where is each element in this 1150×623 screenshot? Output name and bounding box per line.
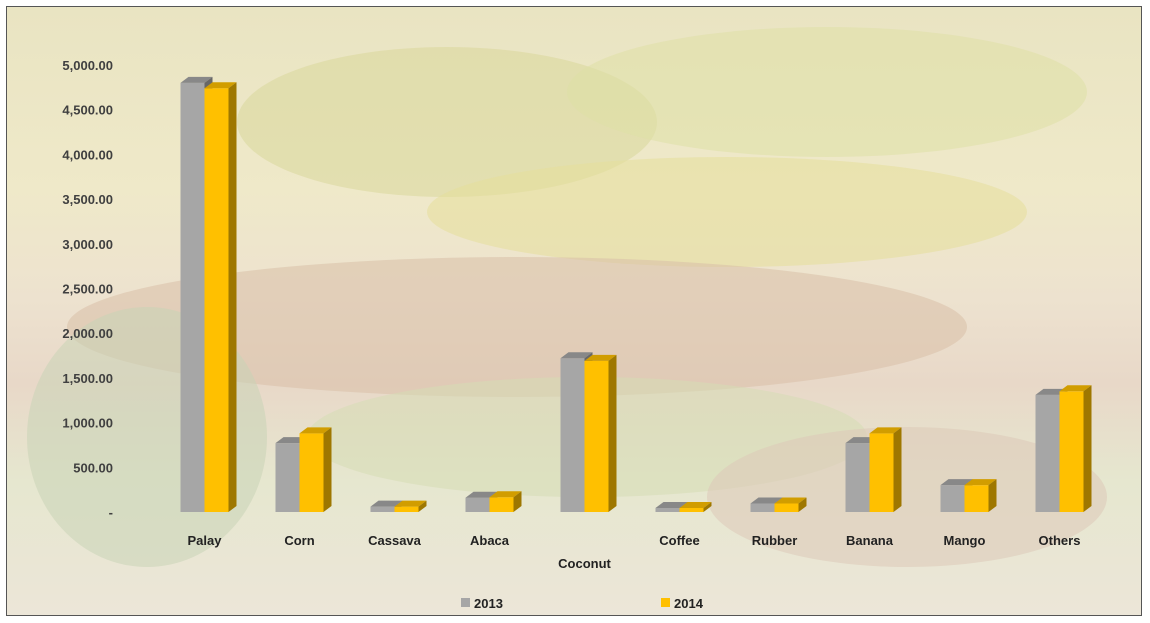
bar-cassava-2014 bbox=[394, 500, 427, 512]
x-tick-label: Mango bbox=[944, 533, 986, 548]
bar-side bbox=[608, 354, 617, 512]
legend-swatch-2014 bbox=[661, 598, 670, 607]
y-tick-label: - bbox=[109, 505, 113, 520]
bar-abaca-2014 bbox=[489, 491, 522, 512]
legend-label-2014: 2014 bbox=[674, 596, 704, 611]
background-fruit-shape bbox=[567, 27, 1087, 157]
bar-side bbox=[228, 82, 237, 512]
bar-front bbox=[940, 485, 965, 512]
bar-palay-2014 bbox=[204, 82, 237, 512]
bar-side bbox=[513, 491, 522, 512]
bar-top bbox=[370, 500, 403, 507]
bar-front bbox=[869, 433, 894, 512]
x-tick-label: Coffee bbox=[659, 533, 699, 548]
bar-side bbox=[323, 427, 332, 512]
bar-side bbox=[893, 427, 902, 512]
bar-chart: - 500.00 1,000.00 1,500.00 2,000.00 2,500.00 3… bbox=[62, 58, 1092, 611]
bar-top bbox=[560, 352, 593, 359]
bar-front bbox=[465, 497, 490, 512]
bar-coffee-2014 bbox=[679, 501, 712, 512]
background-fruit-shape bbox=[427, 157, 1027, 267]
legend-item-2013[interactable]: 2013 bbox=[461, 596, 503, 611]
bar-mango-2014 bbox=[964, 479, 997, 512]
y-tick-label: 2,500.00 bbox=[62, 282, 113, 297]
bar-corn-2014 bbox=[299, 427, 332, 512]
bar-side bbox=[703, 501, 712, 512]
bar-top bbox=[869, 427, 902, 434]
bar-side bbox=[988, 479, 997, 512]
bar-banana-2014 bbox=[869, 427, 902, 512]
legend-swatch-2013 bbox=[461, 598, 470, 607]
bar-top bbox=[180, 76, 213, 83]
bar-front bbox=[489, 497, 514, 512]
bar-top bbox=[584, 354, 617, 361]
bar-top bbox=[204, 82, 237, 89]
x-tick-label: Cassava bbox=[368, 533, 422, 548]
bar-front bbox=[845, 443, 870, 512]
bar-front bbox=[774, 503, 799, 512]
bar-top bbox=[465, 491, 498, 498]
bar-front bbox=[180, 82, 205, 512]
bar-top bbox=[774, 497, 807, 504]
bar-front bbox=[679, 507, 704, 512]
x-tick-label: Palay bbox=[188, 533, 223, 548]
bar-front bbox=[964, 485, 989, 512]
bar-front bbox=[394, 506, 419, 512]
bar-coconut-2014 bbox=[584, 354, 617, 512]
bar-front bbox=[655, 507, 680, 512]
bar-top bbox=[964, 479, 997, 486]
legend: 2013 2014 bbox=[461, 596, 704, 611]
x-tick-label: Abaca bbox=[470, 533, 510, 548]
bar-top bbox=[1059, 385, 1092, 392]
bars-group bbox=[180, 76, 1092, 512]
bar-top bbox=[394, 500, 427, 507]
bar-front bbox=[299, 433, 324, 512]
bar-side bbox=[1083, 385, 1092, 512]
y-tick-label: 3,000.00 bbox=[62, 237, 113, 252]
bar-rubber-2014 bbox=[774, 497, 807, 512]
x-tick-label: Banana bbox=[846, 533, 894, 548]
y-tick-label: 3,500.00 bbox=[62, 192, 113, 207]
bar-top bbox=[299, 427, 332, 434]
y-tick-label: 2,000.00 bbox=[62, 326, 113, 341]
x-tick-label: Rubber bbox=[752, 533, 798, 548]
bar-top bbox=[940, 479, 973, 486]
bar-front bbox=[204, 88, 229, 512]
bar-others-2014 bbox=[1059, 385, 1092, 512]
bar-side bbox=[798, 497, 807, 512]
bar-top bbox=[489, 491, 522, 498]
bar-front bbox=[560, 358, 585, 512]
legend-label-2013: 2013 bbox=[474, 596, 503, 611]
bar-front bbox=[370, 506, 395, 512]
y-tick-label: 5,000.00 bbox=[62, 58, 113, 73]
bar-top bbox=[655, 501, 688, 508]
bar-side bbox=[418, 500, 427, 512]
y-axis: - 500.00 1,000.00 1,500.00 2,000.00 2,500.00 3… bbox=[62, 58, 113, 520]
x-tick-label: Coconut bbox=[558, 556, 611, 571]
y-tick-label: 1,500.00 bbox=[62, 371, 113, 386]
bar-top bbox=[750, 497, 783, 504]
y-tick-label: 500.00 bbox=[73, 460, 113, 475]
bar-front bbox=[750, 503, 775, 512]
x-tick-label: Corn bbox=[284, 533, 314, 548]
x-tick-label: Others bbox=[1039, 533, 1081, 548]
y-tick-label: 1,000.00 bbox=[62, 416, 113, 431]
bar-front bbox=[1035, 394, 1060, 512]
legend-item-2014[interactable]: 2014 bbox=[661, 596, 704, 611]
y-tick-label: 4,000.00 bbox=[62, 147, 113, 162]
x-axis: Palay Corn Cassava Abaca Coconut Coffee Rubber… bbox=[188, 533, 1081, 571]
y-tick-label: 4,500.00 bbox=[62, 103, 113, 118]
bar-top bbox=[679, 501, 712, 508]
bar-front bbox=[275, 443, 300, 512]
chart-frame: - 500.00 1,000.00 1,500.00 2,000.00 2,500.00 3… bbox=[6, 6, 1142, 616]
bar-front bbox=[1059, 391, 1084, 512]
bar-front bbox=[584, 360, 609, 512]
